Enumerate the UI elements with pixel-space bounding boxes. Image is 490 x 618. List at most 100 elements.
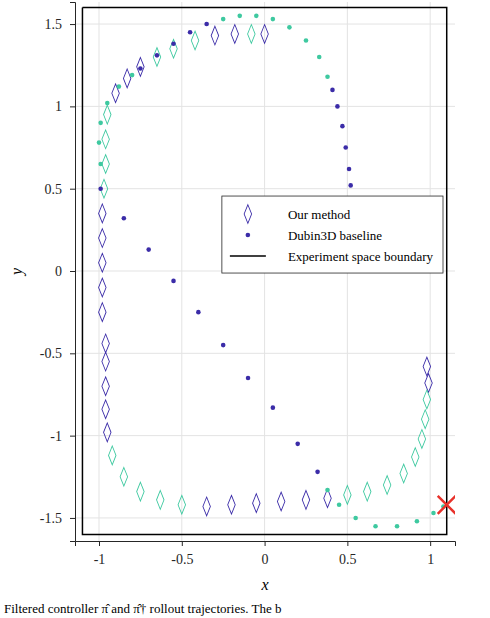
legend-label: Our method: [288, 207, 351, 222]
diamond-point: [231, 25, 238, 44]
dot-point: [304, 38, 309, 43]
dot-point: [188, 30, 193, 35]
y-axis-tick-mark: [70, 518, 75, 519]
diamond-point: [99, 229, 106, 248]
diamond-point: [109, 446, 116, 465]
diamond-point: [261, 25, 268, 44]
y-axis-tick-label: 0: [55, 264, 62, 279]
legend: Our methodDubin3D baselineExperiment spa…: [222, 196, 443, 273]
dot-point: [337, 502, 342, 507]
diamond-point: [277, 492, 284, 511]
diamond-point: [302, 490, 309, 509]
dot-point: [97, 140, 102, 145]
diamond-point: [102, 155, 109, 174]
dot-point: [246, 376, 251, 381]
grid-line-y: [75, 353, 455, 354]
y-axis-title: y: [8, 267, 26, 277]
dot-point: [122, 216, 127, 221]
diamond-point: [102, 400, 109, 419]
legend-label: Experiment space boundary: [288, 249, 434, 264]
x-axis: -1-0.500.51: [76, 541, 456, 567]
diamond-point: [137, 482, 144, 501]
x-axis-tick: 1: [427, 541, 434, 567]
diamond-point: [123, 69, 130, 88]
dot-point: [237, 14, 242, 19]
diamond-point: [383, 476, 390, 495]
diamond-point: [99, 204, 106, 223]
x-axis-tick: 0.5: [339, 541, 357, 567]
dot-point: [105, 101, 110, 106]
diamond-point: [421, 410, 428, 429]
y-axis-tick: -1.5: [40, 511, 75, 526]
y-axis-line: [70, 3, 76, 542]
y-axis-tick: 1.5: [45, 17, 76, 32]
dot-point: [343, 145, 348, 150]
x-axis-tick-label: 0.5: [339, 552, 357, 567]
dot-point: [315, 470, 320, 475]
goal-marker: [438, 496, 455, 514]
diamond-point: [102, 352, 109, 371]
dot-point: [130, 73, 135, 78]
dot-point: [271, 17, 276, 22]
dot-point: [373, 524, 378, 529]
dot-point: [317, 55, 322, 60]
dot-point: [415, 519, 420, 524]
dot-point: [347, 167, 352, 172]
diamond-point: [170, 39, 177, 58]
diamond-point: [203, 497, 210, 516]
dot-point: [138, 66, 143, 71]
x-axis-tick-mark: [430, 541, 431, 546]
grid-line-y: [75, 106, 455, 107]
dot-point: [171, 279, 176, 284]
diamond-point: [104, 105, 111, 124]
dot-point: [335, 104, 340, 109]
y-axis-tick: -1: [50, 429, 75, 444]
chart: -1-0.500.51-1.5-1-0.500.511.5xyOur metho…: [0, 0, 490, 618]
y-axis-tick-mark: [70, 271, 75, 272]
legend-symbol: [246, 233, 251, 238]
y-axis-tick-mark: [70, 353, 75, 354]
x-axis-title: x: [260, 576, 268, 593]
diamond-point: [99, 253, 106, 272]
y-axis-tick-label: -1: [50, 429, 62, 444]
diamond-point: [104, 423, 111, 442]
y-axis-tick-label: 1.5: [45, 17, 63, 32]
diamond-point: [228, 495, 235, 514]
diamond-point: [248, 25, 255, 44]
dot-point: [254, 14, 259, 19]
diamond-point: [102, 377, 109, 396]
diamond-point: [157, 490, 164, 509]
x-axis-tick-mark: [265, 541, 266, 546]
y-axis-tick-label: 1: [55, 99, 62, 114]
diamond-point: [137, 57, 144, 76]
dot-point: [348, 183, 353, 188]
caption: Filtered controller π̂ and π̂† rollout t…: [4, 601, 282, 616]
grid-line-y: [75, 24, 455, 25]
dot-point: [171, 42, 176, 47]
y-axis-tick-label: -0.5: [40, 346, 62, 361]
diamond-point: [425, 374, 432, 393]
dot-point: [395, 524, 400, 529]
diamond-point: [412, 448, 419, 467]
diamond-point: [418, 430, 425, 449]
plot-area: [82, 8, 455, 535]
x-axis-tick-mark: [99, 541, 100, 546]
x-axis-tick: 0: [262, 541, 269, 567]
diamond-point: [102, 130, 109, 149]
diamond-point: [423, 357, 430, 376]
y-axis-tick-label: 0.5: [45, 182, 63, 197]
dot-point: [98, 186, 103, 191]
y-axis: -1.5 -1 -0.5 0 0.5 1 1.5: [40, 3, 76, 542]
diamond-point: [400, 464, 407, 483]
y-axis-tick-mark: [70, 24, 75, 25]
legend-box: [222, 196, 443, 273]
diamond-point: [102, 334, 109, 353]
x-axis-line: [76, 542, 456, 547]
dot-point: [146, 247, 151, 252]
diamond-point: [253, 494, 260, 513]
dot-point: [287, 25, 292, 30]
grid-line-y: [75, 517, 455, 518]
y-axis-tick-mark: [70, 436, 75, 437]
y-axis-tick: -0.5: [40, 346, 75, 361]
diamond-point: [153, 48, 160, 67]
